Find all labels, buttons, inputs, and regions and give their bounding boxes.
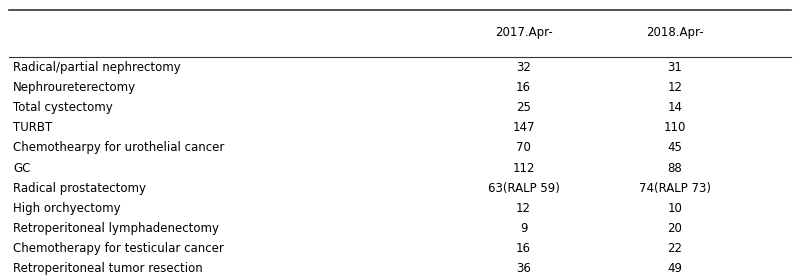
Text: 63(RALP 59): 63(RALP 59) bbox=[488, 182, 559, 195]
Text: High orchyectomy: High orchyectomy bbox=[14, 202, 121, 215]
Text: 16: 16 bbox=[516, 242, 531, 255]
Text: 2017.Apr-: 2017.Apr- bbox=[494, 26, 553, 39]
Text: 9: 9 bbox=[520, 222, 527, 235]
Text: Radical/partial nephrectomy: Radical/partial nephrectomy bbox=[14, 61, 181, 74]
Text: Radical prostatectomy: Radical prostatectomy bbox=[14, 182, 146, 195]
Text: 36: 36 bbox=[516, 262, 531, 275]
Text: 70: 70 bbox=[516, 141, 531, 154]
Text: 25: 25 bbox=[516, 101, 531, 114]
Text: 14: 14 bbox=[667, 101, 682, 114]
Text: 2018.Apr-: 2018.Apr- bbox=[646, 26, 704, 39]
Text: 20: 20 bbox=[668, 222, 682, 235]
Text: 12: 12 bbox=[516, 202, 531, 215]
Text: 74(RALP 73): 74(RALP 73) bbox=[639, 182, 711, 195]
Text: Retroperitoneal tumor resection: Retroperitoneal tumor resection bbox=[14, 262, 203, 275]
Text: GC: GC bbox=[14, 162, 30, 174]
Text: Chemothearpy for urothelial cancer: Chemothearpy for urothelial cancer bbox=[14, 141, 225, 154]
Text: 31: 31 bbox=[668, 61, 682, 74]
Text: 110: 110 bbox=[664, 121, 686, 134]
Text: 22: 22 bbox=[667, 242, 682, 255]
Text: Chemotherapy for testicular cancer: Chemotherapy for testicular cancer bbox=[14, 242, 224, 255]
Text: Retroperitoneal lymphadenectomy: Retroperitoneal lymphadenectomy bbox=[14, 222, 219, 235]
Text: 16: 16 bbox=[516, 81, 531, 94]
Text: Nephroureterectomy: Nephroureterectomy bbox=[14, 81, 137, 94]
Text: TURBT: TURBT bbox=[14, 121, 53, 134]
Text: 112: 112 bbox=[512, 162, 535, 174]
Text: 10: 10 bbox=[668, 202, 682, 215]
Text: 32: 32 bbox=[516, 61, 531, 74]
Text: 147: 147 bbox=[512, 121, 535, 134]
Text: Total cystectomy: Total cystectomy bbox=[14, 101, 113, 114]
Text: 45: 45 bbox=[668, 141, 682, 154]
Text: 88: 88 bbox=[668, 162, 682, 174]
Text: 49: 49 bbox=[667, 262, 682, 275]
Text: 12: 12 bbox=[667, 81, 682, 94]
